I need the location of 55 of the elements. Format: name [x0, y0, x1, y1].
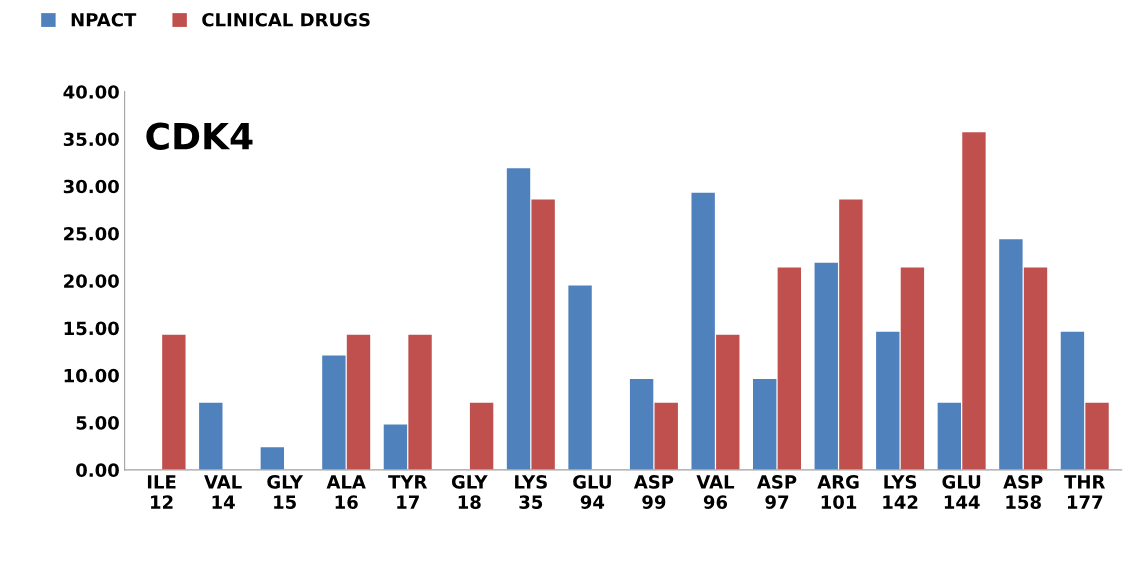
- bar: [937, 402, 962, 470]
- bar: [1060, 331, 1085, 470]
- x-tick-label: ASP 158: [1003, 475, 1043, 509]
- x-tick-label: GLU 94: [573, 475, 611, 509]
- bar: [900, 267, 925, 470]
- x-tick-label: GLU 144: [942, 475, 981, 509]
- y-tick-label: 35.00: [63, 132, 119, 147]
- bar: [839, 199, 863, 470]
- text: CDK4: [146, 122, 253, 150]
- y-tick-label: 10.00: [64, 368, 119, 383]
- x-tick-label: VAL 96: [696, 475, 735, 509]
- x-tick-label: ASP 99: [633, 475, 674, 509]
- bar: [1085, 402, 1109, 470]
- x-tick-label: VAL 14: [204, 475, 242, 509]
- bar: [162, 334, 186, 470]
- x-tick-label: TYR 17: [388, 475, 428, 509]
- bar: [962, 132, 986, 470]
- y-tick-label: 30.00: [63, 179, 119, 194]
- bar: [383, 424, 408, 470]
- bar: [531, 199, 555, 470]
- bar: [629, 379, 654, 470]
- bar: [753, 379, 777, 470]
- x-tick-label: GLY 18: [451, 475, 488, 509]
- y-tick-label: 40.00: [63, 85, 119, 99]
- y-tick-label: 0.00: [76, 463, 119, 477]
- bar: [876, 331, 900, 470]
- y-tick-label: 25.00: [64, 226, 119, 241]
- x-tick-label: ALA 16: [326, 475, 366, 509]
- bar: [322, 355, 346, 470]
- bar: [260, 447, 285, 470]
- y-tick-label: 15.00: [64, 321, 119, 336]
- x-tick-label: LYS 142: [883, 475, 918, 509]
- x-tick-label: ARG 101: [817, 475, 859, 509]
- bar: [568, 285, 592, 470]
- bar: [716, 334, 740, 470]
- bar: [506, 168, 531, 470]
- bar: [346, 334, 371, 470]
- bar: [199, 402, 223, 470]
- y-tick-label: 20.00: [64, 274, 119, 288]
- x-tick-label: THR 177: [1064, 475, 1106, 509]
- bar: [999, 239, 1023, 470]
- bar: [814, 262, 838, 470]
- y-tick-label: 5.00: [76, 416, 119, 430]
- bar: [777, 267, 802, 470]
- bar: [469, 402, 494, 470]
- bar: [408, 334, 432, 470]
- legend-label: NPACT: [71, 12, 137, 27]
- bar: [654, 402, 678, 470]
- x-tick-label: ILE 12: [147, 475, 176, 509]
- legend-label: CLINICAL DRUGS: [202, 12, 370, 27]
- x-tick-label: ASP 97: [757, 475, 797, 509]
- bar: [691, 192, 715, 470]
- x-tick-label: LYS 35: [515, 475, 547, 509]
- x-tick-label: GLY 15: [267, 475, 304, 509]
- bar: [1023, 267, 1048, 470]
